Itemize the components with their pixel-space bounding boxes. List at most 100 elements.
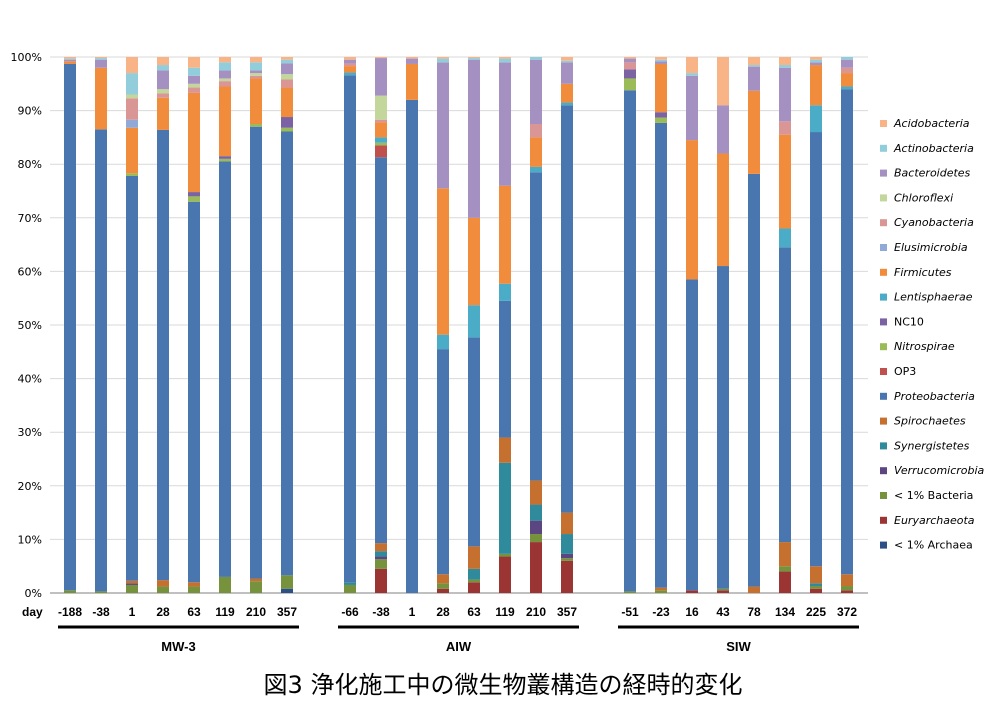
legend-label-verrucomicrobia: Verrucomicrobia: [894, 464, 985, 477]
bar-segment-aiw-28-euryarchaeota: [437, 588, 449, 593]
legend-label-1-bacteria: < 1% Bacteria: [894, 489, 973, 502]
bar-segment-mw-3-357-1-archaea: [281, 588, 293, 593]
bar-segment-siw-16-bacteroidetes: [686, 75, 698, 141]
bar-segment-mw-3-1-elusimicrobia: [126, 119, 138, 128]
bar-segment-aiw-63-synergistetes: [468, 568, 480, 580]
bar-segment-siw-134-spirochaetes: [779, 542, 791, 567]
bar-segment-aiw-28-spirochaetes: [437, 574, 449, 584]
bar-segment-aiw-28-firmicutes: [437, 188, 449, 335]
bar-segment-siw-134-bacteroidetes: [779, 67, 791, 122]
bar-segment-mw-3-357-nc10: [281, 117, 293, 128]
bar-segment-mw-3-28-chloroflexi: [157, 89, 169, 94]
legend-label-acidobacteria: Acidobacteria: [893, 117, 970, 130]
bar-segment-mw-3-210-acidobacteria: [250, 57, 262, 63]
bar-segment-mw-3-1-firmicutes: [126, 127, 138, 174]
bar-segment-mw-3--188-firmicutes: [64, 61, 76, 64]
bar-segment-aiw--38-1-bacteria: [375, 559, 387, 569]
bar-segment-aiw-357-spirochaetes: [561, 512, 573, 535]
bar-segment-siw-78-actinobacteria: [748, 65, 760, 67]
bar-segment-siw--23-firmicutes: [655, 63, 667, 113]
legend-swatch-verrucomicrobia: [880, 467, 887, 475]
bar-segment-mw-3-63-actinobacteria: [188, 67, 200, 76]
bar-segment-siw-225-acidobacteria: [810, 57, 822, 60]
group-label-aiw: AIW: [446, 639, 472, 654]
legend-swatch-proteobacteria: [880, 392, 887, 400]
bar-segment-siw-43-1-bacteria: [717, 588, 729, 591]
bar-segment-siw-16-proteobacteria: [686, 279, 698, 591]
bar-segment-siw--51-acidobacteria: [624, 57, 636, 59]
bar-segment-siw-78-spirochaetes: [748, 586, 760, 593]
bar-segment-mw-3-1-proteobacteria: [126, 175, 138, 581]
bar-segment-mw-3-119-firmicutes: [219, 86, 231, 157]
bar-segment-siw-134-euryarchaeota: [779, 571, 791, 593]
x-tick-label: 28: [156, 605, 170, 619]
bar-segment-siw-16-euryarchaeota: [686, 590, 698, 593]
legend-label-nitrospirae: Nitrospirae: [894, 340, 955, 353]
bar-segment-siw-134-actinobacteria: [779, 65, 791, 68]
bar-segment-mw-3-210-cyanobacteria: [250, 75, 262, 79]
legend-label-actinobacteria: Actinobacteria: [893, 142, 974, 155]
bar-segment-mw-3-63-proteobacteria: [188, 201, 200, 583]
bar-segment-aiw-63-bacteroidetes: [468, 59, 480, 218]
legend-swatch-1-bacteria: [880, 492, 887, 499]
bar-segment-siw-372-spirochaetes: [841, 574, 853, 587]
bar-segment-mw-3-28-actinobacteria: [157, 65, 169, 71]
bar-segment-siw--51-cyanobacteria: [624, 62, 636, 70]
bar-segment-aiw-119-euryarchaeota: [499, 556, 511, 593]
bar-segment-aiw-28-1-bacteria: [437, 583, 449, 589]
bar-segment-mw-3-63-1-bacteria: [188, 586, 200, 593]
y-tick-label: 50%: [18, 319, 42, 332]
bar-segment-aiw-1-proteobacteria: [406, 99, 418, 593]
legend-swatch-euryarchaeota: [880, 516, 887, 524]
bar-segment-mw-3--38-bacteroidetes: [95, 59, 107, 68]
bar-segment-siw-225-1-bacteria: [810, 586, 822, 589]
legend-label-firmicutes: Firmicutes: [894, 266, 952, 279]
bar-segment-siw-372-proteobacteria: [841, 89, 853, 575]
x-tick-label: 134: [775, 605, 795, 619]
bar-segment-siw-372-lentisphaerae: [841, 86, 853, 90]
bar-segment-siw-372-firmicutes: [841, 73, 853, 87]
bar-segment-aiw--38-proteobacteria: [375, 157, 387, 544]
bar-segment-aiw-1-acidobacteria: [406, 57, 418, 59]
bar-segment-siw-225-lentisphaerae: [810, 105, 822, 133]
legend-swatch-nc10: [880, 318, 887, 326]
legend-label-synergistetes: Synergistetes: [894, 439, 970, 452]
bar-segment-aiw--66-acidobacteria: [344, 57, 356, 60]
bar-segment-mw-3-119-actinobacteria: [219, 62, 231, 71]
bar-segment-mw-3-63-firmicutes: [188, 92, 200, 193]
bar-segment-aiw-63-spirochaetes: [468, 546, 480, 569]
x-tick-label: 63: [187, 605, 201, 619]
legend-swatch-synergistetes: [880, 442, 887, 450]
y-tick-label: 10%: [18, 533, 42, 546]
bar-segment-siw-16-actinobacteria: [686, 73, 698, 76]
figure-caption: 図3 浄化施工中の微生物叢構造の経時的変化: [264, 671, 743, 699]
legend-swatch-spirochaetes: [880, 417, 887, 425]
bar-segment-mw-3-63-cyanobacteria: [188, 87, 200, 93]
bar-segment-aiw-357-actinobacteria: [561, 60, 573, 63]
bar-segment-siw-372-1-bacteria: [841, 586, 853, 591]
bar-segment-aiw-357-firmicutes: [561, 83, 573, 103]
bar-segment-mw-3-1-actinobacteria: [126, 73, 138, 95]
x-tick-label: 357: [557, 605, 577, 619]
bar-segment-siw-16-acidobacteria: [686, 57, 698, 74]
group-label-siw: SIW: [726, 639, 751, 654]
legend-swatch-firmicutes: [880, 268, 887, 276]
bar-segment-aiw-28-lentisphaerae: [437, 334, 449, 350]
x-axis-label: day: [22, 605, 43, 619]
bar-segment-aiw--66-firmicutes: [344, 66, 356, 73]
bar-segment-mw-3-119-nitrospirae: [219, 158, 231, 162]
bar-segment-mw-3-210-nitrospirae: [250, 124, 262, 127]
bar-segment-aiw-63-firmicutes: [468, 217, 480, 306]
bar-segment-siw--51-1-bacteria: [624, 591, 636, 593]
legend-label-spirochaetes: Spirochaetes: [894, 415, 966, 428]
bar-segment-aiw--38-chloroflexi: [375, 95, 387, 120]
x-tick-label: 357: [277, 605, 297, 619]
bar-segment-siw--23-spirochaetes: [655, 587, 667, 591]
bar-segment-siw-225-euryarchaeota: [810, 588, 822, 593]
x-tick-label: 78: [747, 605, 761, 619]
bar-segment-siw-78-firmicutes: [748, 90, 760, 174]
bar-segment-mw-3-1-1-bacteria: [126, 584, 138, 593]
bar-segment-mw-3--38-firmicutes: [95, 67, 107, 130]
group-label-mw-3: MW-3: [161, 639, 195, 654]
